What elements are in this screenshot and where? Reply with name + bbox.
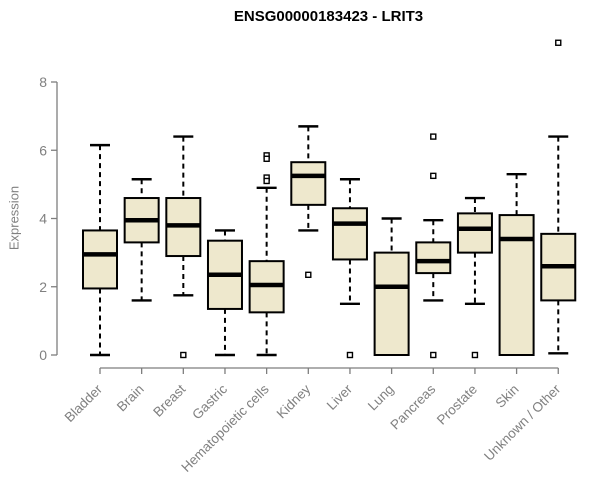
iqr-box — [498, 214, 535, 356]
box-hematopoietic-cells — [248, 152, 285, 357]
outlier-point — [555, 39, 562, 46]
chart-title: ENSG00000183423 - LRIT3 — [233, 8, 424, 25]
y-tick-label: 2 — [39, 279, 47, 295]
outlier-point — [430, 172, 437, 180]
outlier-point — [471, 351, 479, 359]
box-liver — [331, 178, 368, 359]
outlier-point — [430, 133, 437, 140]
x-tick-label: Pancreas — [387, 381, 438, 432]
box-unknown-other — [540, 39, 577, 355]
box-skin — [498, 172, 535, 356]
iqr-box — [456, 212, 493, 254]
y-tick-label: 4 — [39, 211, 47, 227]
box-lung — [373, 217, 410, 356]
iqr-box — [82, 229, 118, 290]
x-tick-label: Skin — [493, 382, 522, 411]
iqr-box — [373, 251, 410, 356]
x-tick-label: Prostate — [434, 382, 480, 428]
y-tick-label: 0 — [39, 347, 47, 363]
x-tick-label: Brain — [114, 382, 147, 415]
y-tick-label: 6 — [39, 142, 47, 158]
box-bladder — [82, 143, 118, 357]
x-tick-label: Bladder — [62, 381, 106, 425]
x-tick-label: Kidney — [274, 381, 314, 421]
box-breast — [165, 135, 202, 359]
outlier-point — [263, 155, 270, 162]
iqr-box — [331, 207, 368, 261]
outlier-point — [263, 177, 270, 185]
outlier-point — [430, 351, 437, 359]
y-tick-label: 8 — [39, 74, 47, 90]
x-tick-label: Lung — [365, 382, 397, 414]
box-kidney — [290, 125, 327, 279]
outlier-point — [180, 351, 187, 359]
outlier-point — [346, 351, 354, 359]
box-brain — [123, 178, 160, 302]
iqr-box — [415, 241, 452, 275]
x-tick-label: Liver — [324, 381, 356, 413]
box-pancreas — [415, 133, 452, 359]
iqr-box — [290, 161, 327, 206]
x-tick-label: Unknown / Other — [481, 381, 564, 464]
box-prostate — [456, 196, 493, 359]
outlier-point — [305, 271, 312, 279]
box-gastric — [206, 229, 243, 357]
x-tick-label: Breast — [150, 381, 188, 419]
x-tick-label: Gastric — [189, 381, 230, 422]
